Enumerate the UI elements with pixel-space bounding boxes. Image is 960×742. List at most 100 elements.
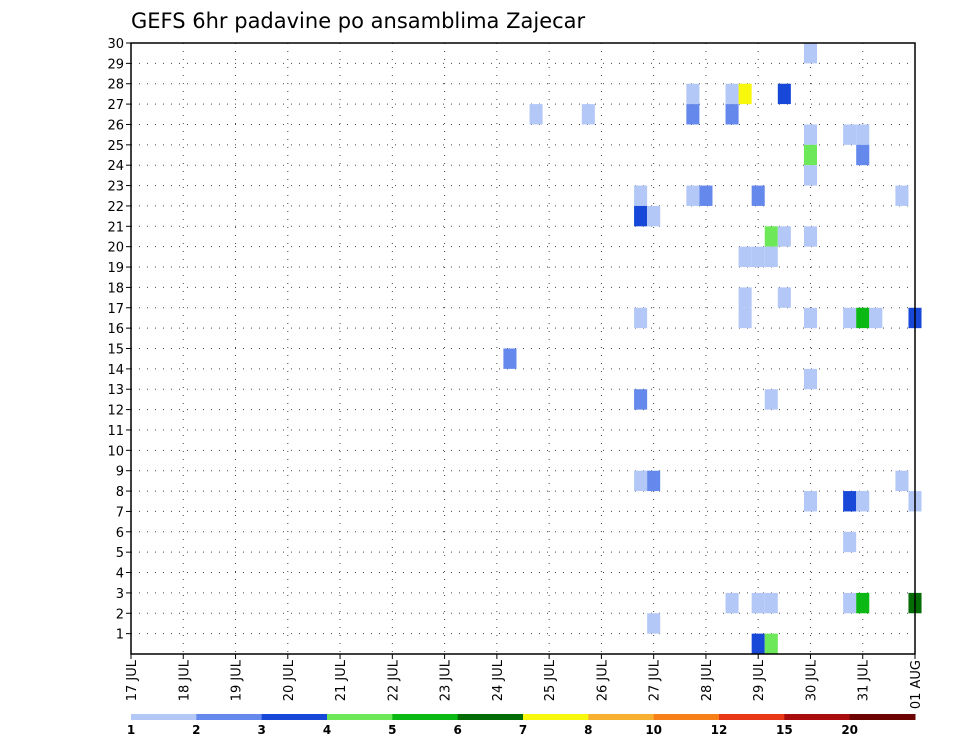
y-tick-label: 2 [116, 607, 124, 622]
x-tick-label: 25 JUL [543, 659, 558, 701]
precip-cell [699, 185, 713, 206]
y-tick-label: 25 [107, 139, 124, 154]
precip-cell [895, 185, 909, 206]
y-tick-label: 15 [107, 343, 124, 358]
y-tick-label: 9 [116, 465, 124, 480]
precip-cell [738, 246, 752, 268]
y-tick-label: 23 [107, 180, 124, 195]
y-tick-label: 7 [116, 505, 124, 520]
y-tick-label: 21 [107, 220, 124, 235]
precip-cell [738, 307, 752, 329]
precip-cell [764, 389, 778, 410]
colorbar-label: 10 [645, 723, 662, 737]
precip-cell [777, 83, 791, 105]
y-tick-label: 3 [116, 587, 124, 602]
colorbar-swatch [457, 714, 524, 720]
y-tick-label: 4 [116, 567, 124, 582]
precip-cell [647, 205, 661, 227]
y-tick-label: 19 [107, 261, 124, 276]
y-tick-label: 26 [107, 118, 124, 133]
x-tick-label: 17 JUL [125, 659, 140, 701]
y-tick-label: 13 [107, 383, 124, 398]
colorbar-label: 12 [711, 723, 728, 737]
colorbar-swatch [196, 714, 263, 720]
precip-cell [803, 307, 817, 329]
colorbar-label: 4 [323, 723, 331, 737]
colorbar-label: 6 [453, 723, 461, 737]
precip-cell [738, 287, 752, 308]
y-tick-label: 28 [107, 78, 124, 93]
precip-cell [843, 592, 857, 614]
grid-lines [131, 42, 915, 654]
precip-cell [803, 144, 817, 166]
precip-cell [529, 104, 543, 125]
precip-cell [503, 348, 517, 369]
y-axis: 1234567891011121314151617181920212223242… [107, 37, 131, 643]
colorbar-label: 7 [519, 723, 527, 737]
y-tick-label: 16 [107, 322, 124, 337]
x-tick-label: 22 JUL [386, 659, 401, 701]
x-tick-label: 20 JUL [282, 659, 297, 701]
precip-cell [581, 104, 595, 125]
precip-cell [764, 633, 778, 654]
x-tick-label: 23 JUL [439, 659, 454, 701]
x-tick-label: 28 JUL [700, 659, 715, 701]
colorbar-swatch [261, 714, 328, 720]
x-tick-label: 19 JUL [230, 659, 245, 701]
y-tick-label: 24 [107, 159, 124, 174]
y-tick-label: 22 [107, 200, 124, 215]
y-tick-label: 11 [107, 424, 124, 439]
colorbar-label: 15 [776, 723, 793, 737]
precip-cell [803, 491, 817, 512]
precip-cell [895, 470, 909, 492]
colorbar-label: 8 [584, 723, 592, 737]
precip-cell [647, 470, 661, 492]
colorbar-swatch [719, 714, 785, 720]
y-tick-label: 6 [116, 526, 124, 541]
precip-cell [843, 531, 857, 553]
y-tick-label: 5 [116, 546, 124, 561]
precip-cell [686, 83, 700, 105]
precip-cell [843, 307, 857, 329]
precip-cell [751, 592, 765, 614]
x-tick-label: 24 JUL [491, 659, 506, 701]
colorbar-label: 5 [388, 723, 396, 737]
precip-cell [647, 613, 661, 634]
x-tick-label: 01 AUG [909, 660, 924, 709]
y-tick-label: 17 [107, 302, 124, 317]
precip-cell [856, 144, 870, 166]
precip-cell [751, 246, 765, 268]
y-tick-label: 10 [107, 444, 124, 459]
precip-cell [634, 470, 648, 492]
precip-cell [634, 205, 648, 227]
y-tick-label: 18 [107, 281, 124, 296]
x-tick-label: 21 JUL [334, 659, 349, 701]
precip-cell [843, 491, 857, 512]
y-tick-label: 1 [116, 628, 124, 643]
y-tick-label: 14 [107, 363, 124, 378]
colorbar-swatch [784, 714, 851, 720]
y-tick-label: 27 [107, 98, 124, 113]
precip-cell [843, 124, 857, 145]
precip-cell [803, 124, 817, 145]
precip-cell [634, 185, 648, 206]
colorbar-label: 3 [257, 723, 265, 737]
precip-cell [856, 491, 870, 512]
precip-cell [751, 633, 765, 654]
x-tick-label: 18 JUL [177, 659, 192, 701]
precip-cell [777, 226, 791, 247]
precip-cell [634, 389, 648, 410]
precip-cell [764, 226, 778, 247]
precip-cell [869, 307, 883, 329]
precip-cell [803, 165, 817, 186]
precip-cell [803, 368, 817, 390]
precip-cell [856, 592, 870, 614]
precip-cell [634, 307, 648, 329]
precip-cells [503, 43, 922, 654]
precip-cell [856, 124, 870, 145]
colorbar-swatch [653, 714, 720, 720]
precip-cell [686, 185, 700, 206]
colorbar-swatch [523, 714, 589, 720]
y-tick-label: 12 [107, 404, 124, 419]
